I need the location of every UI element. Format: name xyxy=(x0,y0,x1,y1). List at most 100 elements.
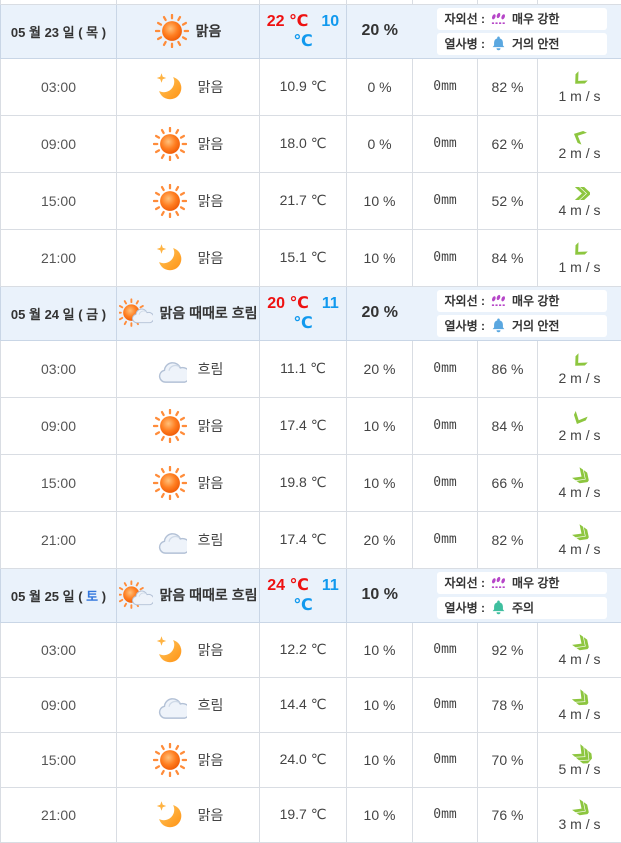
wind-direction-icon xyxy=(570,186,590,201)
time-cell: 09:00 xyxy=(1,115,117,172)
humidity-label: 62 % xyxy=(492,136,524,152)
humidity-label: 66 % xyxy=(492,475,524,491)
time-cell: 21:00 xyxy=(1,511,117,568)
rainfall-label: 0mm xyxy=(433,136,456,151)
precip-chance-label: 10 % xyxy=(364,697,396,713)
humidity-cell: 70 % xyxy=(478,732,538,787)
hour-row: 03:00 맑음 12.2 ℃ 10 % 0mm 92 % 4 m / s xyxy=(1,622,621,677)
rainfall-cell: 0mm xyxy=(413,172,478,229)
day-precip-label: 20 % xyxy=(362,304,398,321)
humidity-cell: 62 % xyxy=(478,115,538,172)
temperature-cell: 18.0 ℃ xyxy=(260,115,347,172)
advisory-cell: 자외선 : 매우 강한 열사병 : 거의 안전 xyxy=(413,286,621,340)
heat-advisory: 열사병 : 거의 안전 xyxy=(437,33,607,55)
wind-direction-icon xyxy=(569,239,590,260)
wind-direction-icon xyxy=(569,350,590,371)
date-cell: 05 월 24 일 ( 금 ) xyxy=(1,286,117,340)
wind-direction-icon xyxy=(570,408,590,428)
cloud-icon xyxy=(153,523,187,557)
time-cell: 03:00 xyxy=(1,58,117,115)
heat-advisory: 열사병 : 거의 안전 xyxy=(437,315,607,337)
humidity-cell: 52 % xyxy=(478,172,538,229)
date-suffix: ) xyxy=(98,25,106,40)
time-label: 15:00 xyxy=(41,193,76,209)
precip-chance-cell: 10 % xyxy=(347,677,413,732)
date-prefix: 05 월 24 일 ( xyxy=(11,307,86,322)
wind-cell: 4 m / s xyxy=(538,677,621,732)
uv-advisory: 자외선 : 매우 강한 xyxy=(437,8,607,30)
wind-cell: 2 m / s xyxy=(538,397,621,454)
rainfall-label: 0mm xyxy=(433,532,456,547)
humidity-label: 86 % xyxy=(492,361,524,377)
temperature-label: 14.4 ℃ xyxy=(280,696,327,712)
wind-cell: 4 m / s xyxy=(538,454,621,511)
wind-speed-label: 2 m / s xyxy=(558,427,600,443)
time-cell: 03:00 xyxy=(1,340,117,397)
day-condition-cell: 맑음 때때로 흐림 xyxy=(117,568,260,622)
precip-chance-label: 20 % xyxy=(364,532,396,548)
temperature-cell: 19.8 ℃ xyxy=(260,454,347,511)
time-cell: 09:00 xyxy=(1,397,117,454)
heat-label: 열사병 : xyxy=(445,317,485,334)
date-label: 05 월 25 일 ( 토 ) xyxy=(11,589,106,604)
condition-cell: 흐림 xyxy=(117,677,260,732)
precip-chance-label: 10 % xyxy=(364,752,396,768)
temperature-cell: 14.4 ℃ xyxy=(260,677,347,732)
advisory-cell: 자외선 : 매우 강한 열사병 : 주의 xyxy=(413,568,621,622)
day-precip-cell: 20 % xyxy=(347,4,413,58)
condition-label: 맑음 xyxy=(198,416,224,436)
humidity-label: 70 % xyxy=(492,752,524,768)
sun-icon xyxy=(153,743,187,777)
time-cell: 21:00 xyxy=(1,787,117,842)
wind-direction-icon xyxy=(570,126,590,146)
condition-label: 맑음 xyxy=(198,750,224,770)
temperature-label: 10.9 ℃ xyxy=(280,78,327,94)
day-condition-label: 맑음 때때로 흐림 xyxy=(160,303,258,323)
humidity-cell: 76 % xyxy=(478,787,538,842)
heat-illness-icon xyxy=(490,599,507,616)
precip-chance-label: 10 % xyxy=(364,418,396,434)
sun-icon xyxy=(153,184,187,218)
precip-chance-label: 10 % xyxy=(364,642,396,658)
temperature-label: 17.4 ℃ xyxy=(280,417,327,433)
precip-chance-cell: 10 % xyxy=(347,454,413,511)
condition-label: 흐림 xyxy=(198,695,224,715)
rainfall-label: 0mm xyxy=(433,807,456,822)
condition-cell: 흐림 xyxy=(117,340,260,397)
precip-chance-cell: 20 % xyxy=(347,511,413,568)
rainfall-label: 0mm xyxy=(433,193,456,208)
condition-cell: 맑음 xyxy=(117,622,260,677)
wind-speed-label: 2 m / s xyxy=(558,145,600,161)
high-temp: 22 ℃ xyxy=(267,13,309,30)
humidity-label: 52 % xyxy=(492,193,524,209)
humidity-cell: 92 % xyxy=(478,622,538,677)
precip-chance-cell: 0 % xyxy=(347,58,413,115)
hour-row: 15:00 맑음 24.0 ℃ 10 % 0mm 70 % 5 m / s xyxy=(1,732,621,787)
heat-value: 주의 xyxy=(512,599,534,616)
condition-cell: 맑음 xyxy=(117,229,260,286)
temperature-cell: 24.0 ℃ xyxy=(260,732,347,787)
temperature-label: 21.7 ℃ xyxy=(280,192,327,208)
precip-chance-label: 10 % xyxy=(364,250,396,266)
date-cell: 05 월 25 일 ( 토 ) xyxy=(1,568,117,622)
temperature-label: 12.2 ℃ xyxy=(280,641,327,657)
precip-chance-cell: 10 % xyxy=(347,732,413,787)
wind-speed-label: 4 m / s xyxy=(558,541,600,557)
condition-label: 흐림 xyxy=(198,530,224,550)
rainfall-cell: 0mm xyxy=(413,115,478,172)
heat-value: 거의 안전 xyxy=(512,35,560,52)
humidity-cell: 86 % xyxy=(478,340,538,397)
wind-direction-icon xyxy=(569,68,590,89)
rainfall-label: 0mm xyxy=(433,642,456,657)
rainfall-label: 0mm xyxy=(433,418,456,433)
condition-cell: 맑음 xyxy=(117,115,260,172)
date-label: 05 월 23 일 ( 목 ) xyxy=(11,25,106,40)
condition-label: 맑음 xyxy=(198,248,224,268)
wind-cell: 4 m / s xyxy=(538,511,621,568)
humidity-cell: 78 % xyxy=(478,677,538,732)
condition-cell: 맑음 xyxy=(117,397,260,454)
precip-chance-cell: 10 % xyxy=(347,229,413,286)
wind-cell: 2 m / s xyxy=(538,115,621,172)
